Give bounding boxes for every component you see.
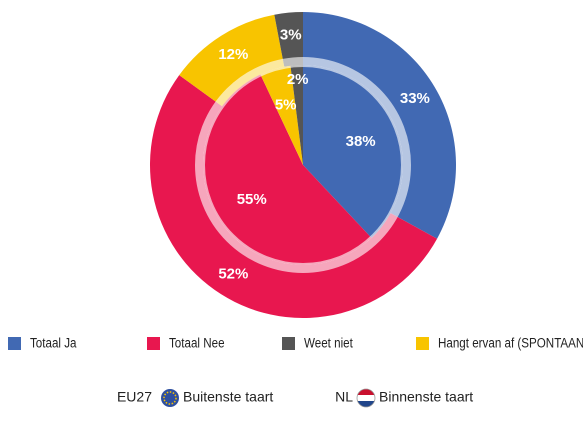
nl-icon-border xyxy=(356,388,376,408)
legend-swatch xyxy=(147,337,160,350)
data-label: 33% xyxy=(400,90,430,107)
data-label: 52% xyxy=(218,266,248,283)
data-label: 3% xyxy=(280,27,302,44)
pie-slice xyxy=(149,75,438,319)
data-label: 5% xyxy=(275,96,297,113)
legend-swatch xyxy=(8,337,21,350)
data-label: 38% xyxy=(346,133,376,150)
pie-group xyxy=(149,12,456,319)
inner-ring-label: Binnenste taart xyxy=(379,389,473,405)
outer-ring-label: Buitenste taart xyxy=(183,389,273,405)
legend-swatch xyxy=(282,337,295,350)
pie-slice xyxy=(260,65,303,165)
pie-slice xyxy=(274,12,303,67)
legend-label: Totaal Nee xyxy=(169,335,225,351)
legend: Totaal Ja Totaal Nee Weet niet Hangt ervan … xyxy=(8,335,583,351)
pie-slice xyxy=(202,74,372,265)
legend-label: Totaal Ja xyxy=(30,335,77,351)
labels: 33% 52% 12% 3% 38% 55% 5% 2% xyxy=(218,27,430,283)
legend-swatch xyxy=(416,337,429,350)
legend-label: Hangt ervan af (SPONTAAN) xyxy=(438,335,583,351)
ring-highlight xyxy=(195,57,411,273)
pie-slice xyxy=(290,65,303,165)
data-label: 2% xyxy=(287,71,309,88)
inner-series-name: NL xyxy=(335,389,353,405)
data-label: 55% xyxy=(237,191,267,208)
outer-series-name: EU27 xyxy=(117,389,152,405)
eu-icon xyxy=(161,389,179,407)
nl-icon xyxy=(357,389,375,407)
pie-slice xyxy=(179,14,285,107)
legend-label: Weet niet xyxy=(304,335,353,351)
data-label: 12% xyxy=(218,46,248,63)
pie-slice xyxy=(303,65,403,238)
